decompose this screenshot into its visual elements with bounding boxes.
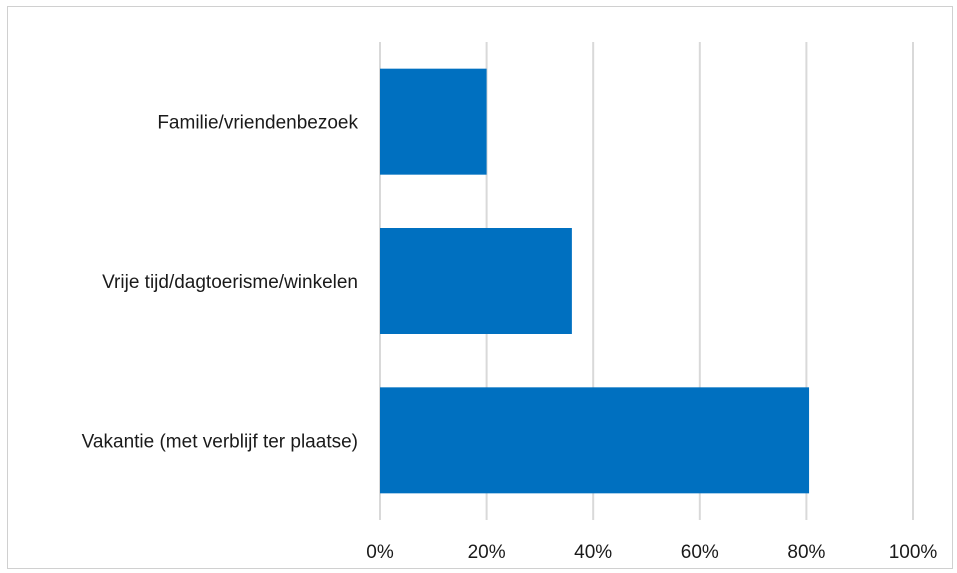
x-tick-label: 100% [889, 542, 938, 563]
x-tick-label: 20% [468, 542, 506, 563]
x-tick-label: 80% [787, 542, 825, 563]
x-tick-label: 60% [681, 542, 719, 563]
category-label: Vrije tijd/dagtoerisme/winkelen [102, 272, 358, 293]
bar [380, 68, 487, 175]
x-tick-label: 0% [366, 542, 394, 563]
bars [380, 68, 810, 494]
bar [380, 387, 810, 494]
x-tick-labels: 0% 20% 40% 60% 80% 100% [366, 542, 937, 563]
category-labels: Familie/vriendenbezoek Vrije tijd/dagtoer… [82, 113, 359, 453]
x-tick-label: 40% [574, 542, 612, 563]
category-label: Familie/vriendenbezoek [157, 113, 358, 134]
category-label: Vakantie (met verblijf ter plaatse) [82, 431, 358, 452]
bar [380, 228, 572, 334]
